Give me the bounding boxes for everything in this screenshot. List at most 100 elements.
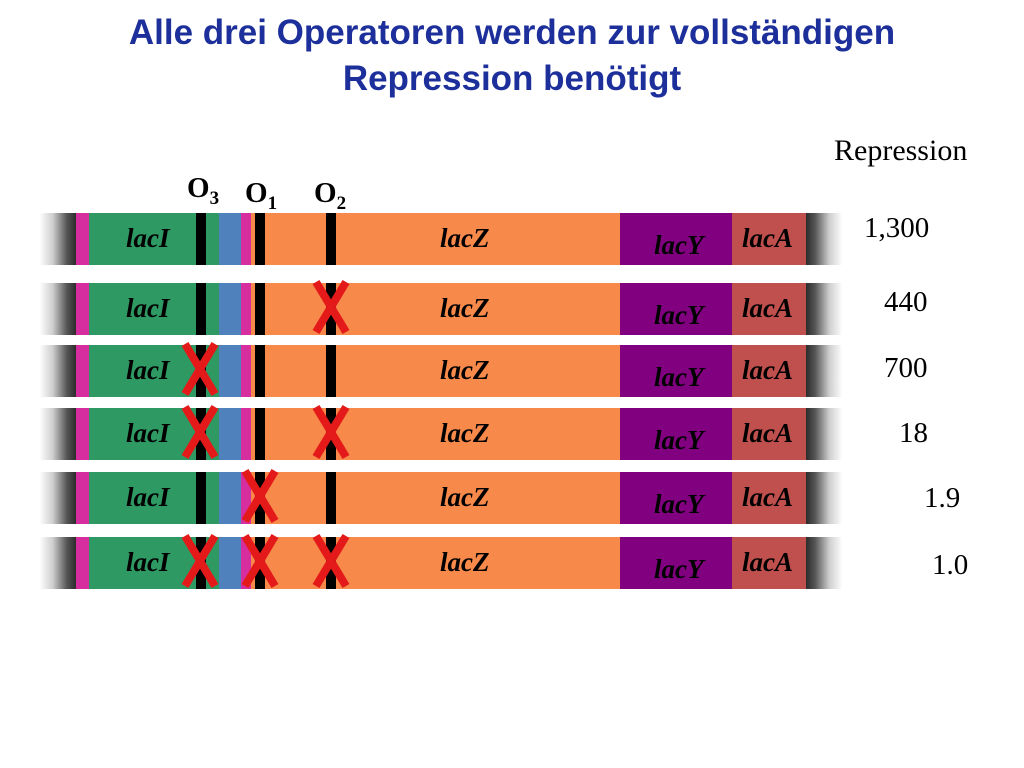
deletion-cross-icon: [178, 531, 222, 591]
lacz-gene: [251, 472, 620, 524]
laca-gene: [732, 345, 806, 397]
lacz-gene: [251, 345, 620, 397]
promoter-lac: [241, 345, 251, 397]
promoter-lac: [241, 213, 251, 265]
deletion-cross-icon: [309, 531, 353, 591]
lacz-label: lacZ: [440, 547, 490, 577]
repression-value: 1.9: [924, 482, 961, 514]
cap-site: [219, 345, 241, 397]
operator-o1: [255, 408, 265, 460]
title-line-2: Repression benötigt: [342, 59, 682, 98]
dna-end-right: [806, 283, 842, 335]
laca-gene: [732, 472, 806, 524]
dna-end-left: [40, 213, 76, 265]
lacz-gene: [251, 283, 620, 335]
operon-row: lacI lacZ lacY lacA 440: [0, 279, 1024, 335]
laca-gene: [732, 213, 806, 265]
lacz-gene: [251, 408, 620, 460]
lacy-label: lacY: [654, 425, 704, 455]
repression-value: 1,300: [864, 212, 930, 244]
laci-label: lacI: [126, 482, 170, 512]
laci-label: lacI: [126, 223, 170, 253]
lacy-gene: [620, 345, 732, 397]
cap-site: [219, 283, 241, 335]
dna-end-left: [40, 408, 76, 460]
repression-header: Repression: [834, 134, 968, 167]
lacy-gene: [620, 472, 732, 524]
laci-label: lacI: [126, 355, 170, 385]
cap-site: [219, 472, 241, 524]
operator-label-o1: O1: [245, 177, 278, 214]
lacy-label: lacY: [654, 300, 704, 330]
dna-end-left: [40, 283, 76, 335]
operator-o2: [326, 472, 336, 524]
lacy-label: lacY: [654, 554, 704, 584]
lacy-label: lacY: [654, 489, 704, 519]
laca-gene: [732, 283, 806, 335]
operator-o1: [255, 283, 265, 335]
lacy-gene: [620, 537, 732, 589]
promoter-lac: [241, 537, 251, 589]
promoter-lac: [241, 408, 251, 460]
slide-title: Alle drei Operatoren werden zur vollstän…: [0, 10, 1024, 102]
repression-value: 18: [899, 417, 928, 449]
cap-site: [219, 213, 241, 265]
operon-row: lacI lacZ lacY lacA 1,300: [0, 212, 1024, 265]
deletion-cross-icon: [178, 402, 222, 462]
promoter-laci: [76, 283, 89, 335]
promoter-laci: [76, 537, 89, 589]
laci-label: lacI: [126, 293, 170, 323]
deletion-cross-icon: [178, 339, 222, 399]
dna-end-right: [806, 213, 842, 265]
lacz-gene: [251, 213, 620, 265]
dna-end-left: [40, 472, 76, 524]
promoter-laci: [76, 345, 89, 397]
deletion-cross-icon: [238, 466, 282, 526]
lacz-gene: [251, 537, 620, 589]
cap-site: [219, 537, 241, 589]
laca-label: lacA: [742, 547, 793, 577]
lacz-label: lacZ: [440, 293, 490, 323]
lacy-gene: [620, 213, 732, 265]
operon-row: lacI lacZ lacY lacA 1.9: [0, 468, 1024, 524]
laca-label: lacA: [742, 482, 793, 512]
deletion-cross-icon: [309, 402, 353, 462]
promoter-lac: [241, 283, 251, 335]
repression-value: 1.0: [932, 549, 969, 581]
lacz-label: lacZ: [440, 223, 490, 253]
repression-value: 700: [884, 352, 928, 384]
operator-o3: [196, 283, 206, 335]
lacy-gene: [620, 408, 732, 460]
lacz-label: lacZ: [440, 482, 490, 512]
lacy-label: lacY: [654, 362, 704, 392]
title-line-1: Alle drei Operatoren werden zur vollstän…: [128, 13, 896, 52]
laca-label: lacA: [742, 355, 793, 385]
operon-row: lacI lacZ lacY lacA 700: [0, 341, 1024, 397]
lacy-label: lacY: [654, 230, 704, 260]
laci-label: lacI: [126, 418, 170, 448]
dna-end-left: [40, 537, 76, 589]
operator-o1: [255, 345, 265, 397]
laca-label: lacA: [742, 418, 793, 448]
promoter-laci: [76, 472, 89, 524]
lacy-gene: [620, 283, 732, 335]
promoter-lac: [241, 472, 251, 524]
operator-o3: [196, 213, 206, 265]
lacz-label: lacZ: [440, 355, 490, 385]
promoter-laci: [76, 408, 89, 460]
operator-o3: [196, 472, 206, 524]
deletion-cross-icon: [238, 531, 282, 591]
cap-site: [219, 408, 241, 460]
repression-value: 440: [884, 286, 928, 318]
laca-label: lacA: [742, 223, 793, 253]
lacz-label: lacZ: [440, 418, 490, 448]
promoter-laci: [76, 213, 89, 265]
dna-end-right: [806, 537, 842, 589]
operator-o1: [255, 213, 265, 265]
operator-o2: [326, 345, 336, 397]
deletion-cross-icon: [309, 277, 353, 337]
dna-end-right: [806, 345, 842, 397]
operator-o2: [326, 213, 336, 265]
operon-row: lacI lacZ lacY lacA 1.0: [0, 533, 1024, 589]
laci-label: lacI: [126, 547, 170, 577]
